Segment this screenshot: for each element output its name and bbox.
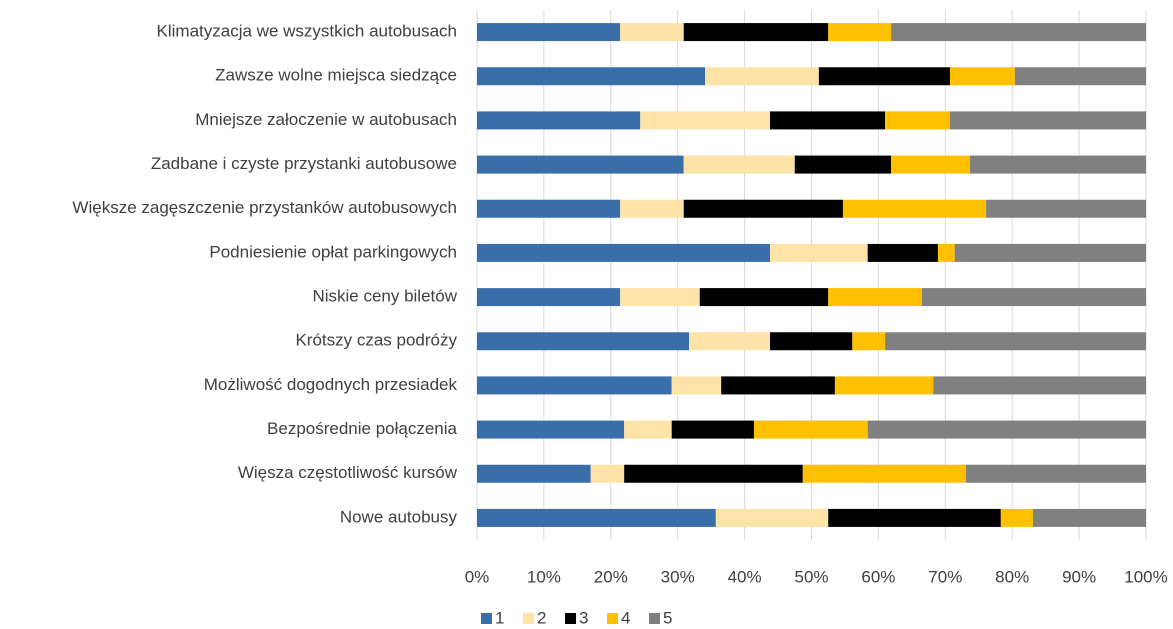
legend-label: 4 <box>621 608 630 627</box>
bar-segment <box>891 23 1146 42</box>
bar-segment <box>721 376 835 395</box>
bar-segment <box>770 243 868 262</box>
bar-segment <box>852 332 886 351</box>
bar-segment <box>818 67 950 86</box>
bar-segment <box>966 464 1146 483</box>
x-tick-label: 30% <box>661 567 695 586</box>
legend-swatch <box>607 613 618 624</box>
bar-segment <box>624 420 672 439</box>
bar-segment <box>867 243 938 262</box>
bar-segment <box>705 67 819 86</box>
bar-segment <box>683 155 795 174</box>
bar-segment <box>842 199 987 218</box>
bar-segment <box>624 464 803 483</box>
bar-segment <box>590 464 625 483</box>
x-tick-label: 70% <box>928 567 962 586</box>
bar-segment <box>828 288 922 307</box>
bar-segment <box>834 376 934 395</box>
bar-segment <box>828 23 892 42</box>
bar-segment <box>715 508 829 527</box>
y-tick-label: Nowe autobusy <box>340 507 458 526</box>
bar-segment <box>683 23 829 42</box>
bar-segment <box>477 67 706 86</box>
bar-segment <box>828 508 1001 527</box>
legend-swatch <box>481 613 492 624</box>
legend-label: 2 <box>537 608 546 627</box>
bar-segment <box>986 199 1146 218</box>
y-tick-label: Zadbane i czyste przystanki autobusowe <box>151 154 457 173</box>
bar-segment <box>794 155 892 174</box>
bar-segment <box>640 111 771 130</box>
bar-segment <box>1032 508 1146 527</box>
y-tick-label: Więsza częstotliwość kursów <box>238 463 458 482</box>
bar-segment <box>620 199 684 218</box>
bar-segment <box>937 243 955 262</box>
bar-segment <box>689 332 771 351</box>
legend-swatch <box>649 613 660 624</box>
y-tick-label: Mniejsze załoczenie w autobusach <box>195 110 457 129</box>
legend-swatch <box>523 613 534 624</box>
bar-segment <box>885 332 1146 351</box>
bar-segment <box>954 243 1146 262</box>
bar-segment <box>699 288 829 307</box>
y-tick-label: Większe zagęszczenie przystanków autobus… <box>72 198 457 217</box>
bar-segment <box>671 420 754 439</box>
bar-segment <box>620 288 700 307</box>
x-tick-label: 60% <box>861 567 895 586</box>
bar-segment <box>477 376 672 395</box>
bar-segment <box>949 67 1015 86</box>
y-tick-label: Zawsze wolne miejsca siedzące <box>215 66 457 85</box>
bar-segment <box>921 288 1146 307</box>
bar-segment <box>885 111 950 130</box>
legend-swatch <box>565 613 576 624</box>
legend-label: 1 <box>495 608 504 627</box>
bar-segment <box>477 199 621 218</box>
bar-segment <box>477 243 771 262</box>
bar-segment <box>477 332 690 351</box>
x-tick-label: 20% <box>594 567 628 586</box>
y-tick-label: Możliwość dogodnych przesiadek <box>204 375 458 394</box>
x-tick-label: 50% <box>794 567 828 586</box>
bar-segment <box>477 155 684 174</box>
y-tick-label: Klimatyzacja we wszystkich autobusach <box>157 22 457 41</box>
bar-segment <box>477 288 621 307</box>
bar-segment <box>867 420 1146 439</box>
bar-segment <box>1000 508 1033 527</box>
y-tick-label: Podniesienie opłat parkingowych <box>209 242 457 261</box>
bar-segment <box>620 23 684 42</box>
bar-segment <box>802 464 967 483</box>
bar-segment <box>683 199 843 218</box>
bar-segment <box>970 155 1146 174</box>
y-tick-label: Bezpośrednie połączenia <box>267 419 458 438</box>
legend-label: 3 <box>579 608 588 627</box>
x-tick-label: 40% <box>728 567 762 586</box>
bar-segment <box>949 111 1146 130</box>
y-tick-label: Niskie ceny biletów <box>312 287 457 306</box>
bar-segment <box>477 464 591 483</box>
x-tick-label: 100% <box>1124 567 1167 586</box>
bar-segment <box>477 111 641 130</box>
bar-segment <box>1014 67 1146 86</box>
legend-label: 5 <box>663 608 672 627</box>
x-tick-label: 10% <box>527 567 561 586</box>
bar-segment <box>770 111 886 130</box>
x-tick-label: 0% <box>465 567 490 586</box>
x-tick-label: 90% <box>1062 567 1096 586</box>
bar-segment <box>477 420 625 439</box>
x-tick-label: 80% <box>995 567 1029 586</box>
bar-segment <box>477 508 716 527</box>
bar-segment <box>770 332 853 351</box>
bar-segment <box>891 155 971 174</box>
bar-segment <box>671 376 722 395</box>
bar-segment <box>477 23 621 42</box>
y-tick-label: Krótszy czas podróży <box>295 331 457 350</box>
bar-segment <box>753 420 868 439</box>
bar-segment <box>933 376 1146 395</box>
